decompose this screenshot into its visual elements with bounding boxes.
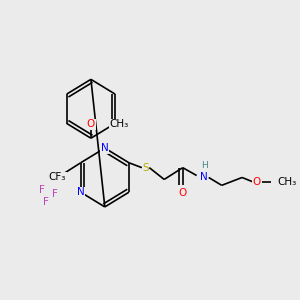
Text: N: N (77, 187, 85, 197)
Text: F: F (39, 185, 45, 195)
Text: F: F (52, 189, 58, 199)
Text: N: N (200, 172, 208, 182)
Text: CH₃: CH₃ (110, 119, 129, 130)
Text: F: F (43, 197, 48, 207)
Text: CH₃: CH₃ (278, 177, 297, 188)
Text: O: O (178, 188, 187, 198)
Text: H: H (201, 161, 207, 170)
Text: CF₃: CF₃ (49, 172, 66, 182)
Text: S: S (142, 163, 149, 173)
Text: O: O (87, 119, 95, 130)
Text: N: N (101, 143, 109, 153)
Text: O: O (253, 177, 261, 188)
